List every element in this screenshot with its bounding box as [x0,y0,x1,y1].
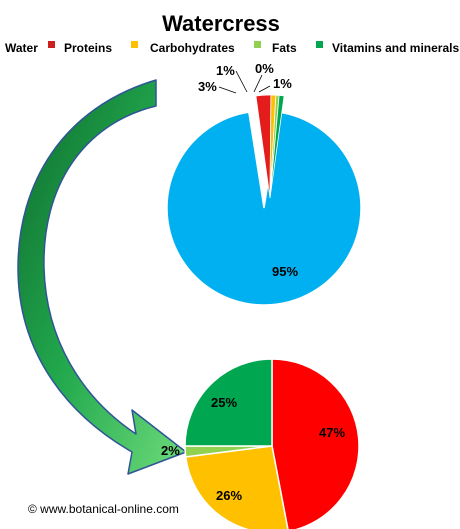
pie1-label-carbohydrates: 1% [216,63,235,78]
credit-text: © www.botanical-online.com [28,502,179,516]
pie1-label-fats: 0% [255,61,274,76]
pie1-leader-carbohydrates [235,70,248,93]
pie2-label-proteins: 47% [319,425,345,440]
legend-swatch-fats [254,41,261,48]
pie1-label-water: 95% [272,264,298,279]
connector-arrow [17,79,187,475]
legend-swatch-vitamins-and-minerals [316,41,323,48]
pie1-label-vitamins-and-minerals: 1% [273,76,292,91]
pie2-slice-carbohydrates [184,445,289,529]
pie1-slice-vitamins-and-minerals [269,94,285,199]
pie-chart-watercress: 95%3%1% 0%1% [166,61,362,306]
pie1-leader-fats [253,74,263,93]
pie1-leader-vitamins-and-minerals [258,85,271,93]
pie2-label-fats: 2% [161,443,180,458]
legend-label-fats: Fats [272,41,297,55]
pie2-slice-vitamins-and-minerals [184,358,273,447]
pie1-leader-proteins [218,86,237,94]
pie1-slice-water [166,111,362,306]
pie1-label-proteins: 3% [198,79,217,94]
legend-label-vitamins-and-minerals: Vitamins and minerals [332,41,459,55]
pie-chart-non-water: 47% 26% 2% 25% [161,358,360,529]
legend: Water Proteins Carbohydrates Fats Vitamins a… [5,41,459,55]
legend-label-carbohydrates: Carbohydrates [150,41,235,55]
pie2-slice-proteins [271,358,360,529]
legend-swatch-carbohydrates [131,41,138,48]
chart-title: Watercress [162,11,280,36]
legend-label-proteins: Proteins [64,41,112,55]
legend-label-water: Water [5,41,38,55]
legend-swatch-proteins [48,41,55,48]
pie2-label-vitamins-and-minerals: 25% [211,395,237,410]
pie2-label-carbohydrates: 26% [216,488,242,503]
